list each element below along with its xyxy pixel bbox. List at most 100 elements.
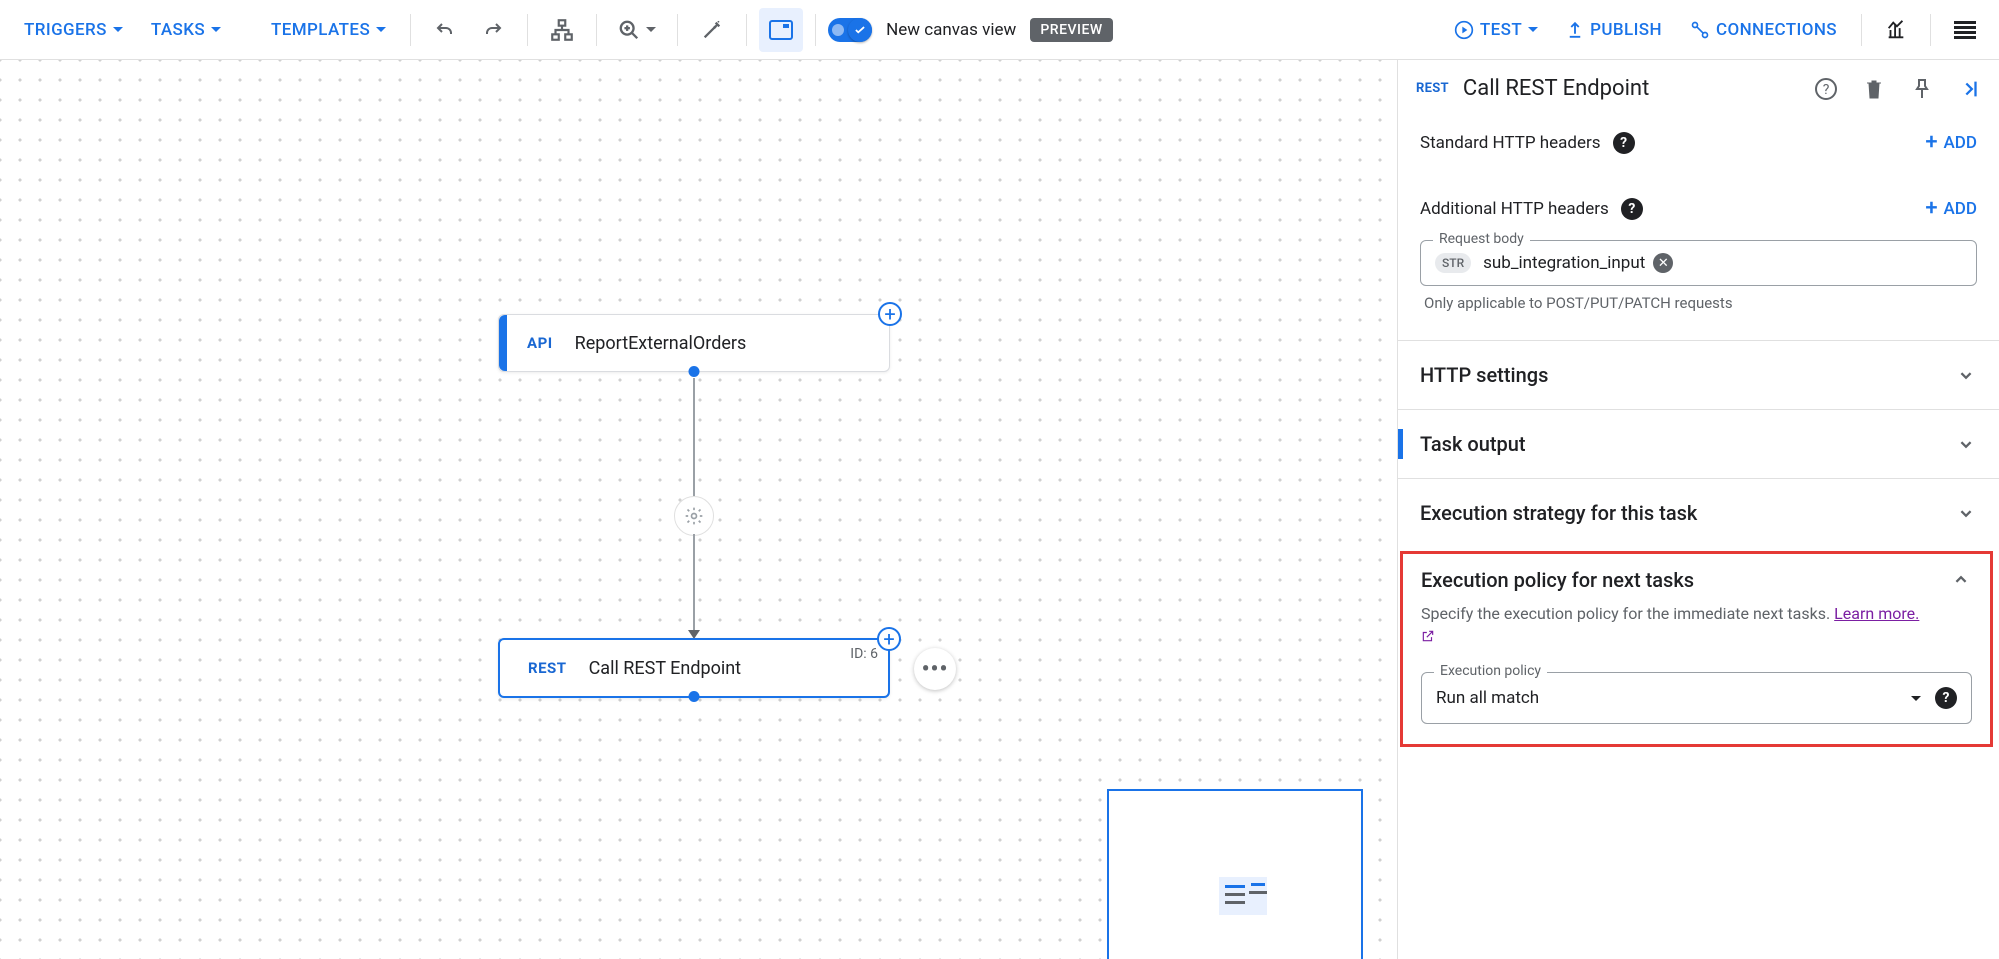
chevron-down-icon <box>1955 364 1977 386</box>
gear-icon <box>684 506 704 526</box>
collapse-panel-button[interactable] <box>1953 72 1987 106</box>
canvas-view-toggle[interactable] <box>828 18 872 42</box>
chart-icon <box>1885 19 1907 41</box>
divider <box>596 14 597 46</box>
learn-more-link[interactable]: Learn more. <box>1834 604 1919 623</box>
caret-down-icon <box>211 27 221 32</box>
request-body-label: Request body <box>1433 231 1530 247</box>
caret-down-icon <box>376 27 386 32</box>
external-link-icon <box>1421 629 1435 647</box>
test-label: TEST <box>1480 20 1522 40</box>
panel-icon <box>769 20 793 40</box>
help-circle-icon: ? <box>1814 77 1838 101</box>
request-body-input[interactable]: Request body STR sub_integration_input ✕ <box>1420 240 1977 286</box>
execution-strategy-section[interactable]: Execution strategy for this task <box>1398 478 1999 547</box>
http-settings-label: HTTP settings <box>1420 363 1548 387</box>
remove-chip-button[interactable]: ✕ <box>1653 253 1673 273</box>
sitemap-icon <box>549 17 575 43</box>
undo-button[interactable] <box>423 8 467 52</box>
panel-title: Call REST Endpoint <box>1463 76 1795 101</box>
caret-down-icon <box>1911 696 1921 701</box>
help-icon[interactable]: ? <box>1621 198 1643 220</box>
add-standard-header-button[interactable]: + ADD <box>1925 132 1977 154</box>
layout-button[interactable] <box>540 8 584 52</box>
divider <box>410 14 411 46</box>
wand-button[interactable] <box>690 8 734 52</box>
caret-down-icon <box>646 27 656 32</box>
help-button[interactable]: ? <box>1809 72 1843 106</box>
edge <box>693 534 695 632</box>
triggers-label: TRIGGERS <box>24 20 107 40</box>
tasks-label: TASKS <box>151 20 205 40</box>
http-settings-section[interactable]: HTTP settings <box>1398 340 1999 409</box>
help-icon[interactable]: ? <box>1935 687 1957 709</box>
add-label: ADD <box>1944 199 1977 219</box>
request-body-value: sub_integration_input <box>1483 253 1645 273</box>
additional-headers-label: Additional HTTP headers <box>1420 199 1609 219</box>
edge-settings-button[interactable] <box>674 496 714 536</box>
execution-strategy-label: Execution strategy for this task <box>1420 501 1697 525</box>
add-port-icon[interactable]: + <box>878 302 902 326</box>
pin-icon <box>1912 78 1932 100</box>
preview-badge: PREVIEW <box>1030 18 1112 42</box>
output-port[interactable] <box>689 366 700 377</box>
menu-icon <box>1954 21 1976 39</box>
chevron-up-icon[interactable] <box>1950 569 1972 591</box>
undo-icon <box>433 18 457 42</box>
publish-label: PUBLISH <box>1590 20 1662 40</box>
templates-label: TEMPLATES <box>271 20 370 40</box>
upload-icon <box>1566 21 1584 39</box>
test-button[interactable]: TEST <box>1442 12 1550 48</box>
wand-icon <box>701 19 723 41</box>
tasks-menu[interactable]: TASKS <box>139 12 233 48</box>
redo-button[interactable] <box>471 8 515 52</box>
menu-button[interactable] <box>1943 8 1987 52</box>
execution-policy-value: Run all match <box>1436 688 1539 708</box>
node-rest-task[interactable]: REST Call REST Endpoint ID: 6 + <box>498 638 890 698</box>
delete-button[interactable] <box>1857 72 1891 106</box>
standard-headers-label: Standard HTTP headers <box>1420 133 1601 153</box>
redo-icon <box>481 18 505 42</box>
edge <box>693 378 695 496</box>
add-port-icon[interactable]: + <box>877 627 901 651</box>
details-panel: REST Call REST Endpoint ? Standard HTTP … <box>1397 60 1999 959</box>
canvas-view-label: New canvas view <box>886 20 1016 40</box>
chevron-down-icon <box>1955 502 1977 524</box>
add-additional-header-button[interactable]: + ADD <box>1925 198 1977 220</box>
node-api-trigger[interactable]: API ReportExternalOrders + <box>498 314 890 372</box>
node-more-button[interactable]: ••• <box>914 648 956 690</box>
output-port[interactable] <box>689 691 700 702</box>
divider <box>1930 14 1931 46</box>
caret-down-icon <box>113 27 123 32</box>
execution-policy-field-label: Execution policy <box>1434 663 1547 679</box>
execution-policy-section: Execution policy for next tasks Specify … <box>1400 551 1993 747</box>
svg-text:?: ? <box>1823 82 1830 98</box>
help-icon[interactable]: ? <box>1613 132 1635 154</box>
triggers-menu[interactable]: TRIGGERS <box>12 12 135 48</box>
node-badge: REST <box>528 659 567 677</box>
publish-button[interactable]: PUBLISH <box>1554 12 1674 48</box>
panel-badge: REST <box>1416 81 1449 96</box>
collapse-icon <box>1959 78 1981 100</box>
pin-button[interactable] <box>1905 72 1939 106</box>
add-label: ADD <box>1944 133 1977 153</box>
task-output-label: Task output <box>1420 432 1526 456</box>
canvas[interactable]: API ReportExternalOrders + REST Call RES… <box>0 60 1397 959</box>
node-badge: API <box>527 334 553 352</box>
execution-policy-select[interactable]: Execution policy Run all match ? <box>1421 672 1972 724</box>
divider <box>815 14 816 46</box>
execution-policy-title: Execution policy for next tasks <box>1421 568 1694 592</box>
request-body-helper: Only applicable to POST/PUT/PATCH reques… <box>1420 294 1977 312</box>
task-output-section[interactable]: Task output <box>1398 409 1999 478</box>
zoom-button[interactable] <box>609 8 665 52</box>
connections-button[interactable]: CONNECTIONS <box>1678 12 1849 48</box>
chart-button[interactable] <box>1874 8 1918 52</box>
minimap[interactable] <box>1107 789 1363 959</box>
connections-icon <box>1690 20 1710 40</box>
node-label: ReportExternalOrders <box>575 333 747 354</box>
templates-menu[interactable]: TEMPLATES <box>259 12 398 48</box>
connections-label: CONNECTIONS <box>1716 20 1837 40</box>
panel-toggle-button[interactable] <box>759 8 803 52</box>
divider <box>677 14 678 46</box>
zoom-icon <box>618 19 640 41</box>
